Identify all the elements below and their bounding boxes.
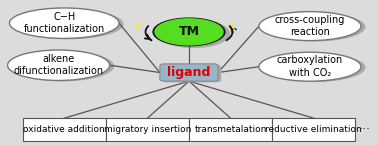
Text: carboxylation
with CO₂: carboxylation with CO₂ bbox=[277, 56, 343, 78]
Text: C−H
functionalization: C−H functionalization bbox=[24, 12, 105, 34]
FancyBboxPatch shape bbox=[189, 118, 272, 141]
Text: reductive elimination: reductive elimination bbox=[265, 125, 362, 134]
Ellipse shape bbox=[259, 12, 361, 41]
FancyBboxPatch shape bbox=[163, 65, 221, 82]
Ellipse shape bbox=[9, 8, 119, 38]
FancyBboxPatch shape bbox=[160, 64, 218, 81]
Ellipse shape bbox=[263, 12, 366, 41]
Polygon shape bbox=[135, 23, 141, 30]
FancyBboxPatch shape bbox=[23, 118, 106, 141]
FancyBboxPatch shape bbox=[106, 118, 189, 141]
Text: TM: TM bbox=[178, 25, 200, 38]
Text: oxidative addition: oxidative addition bbox=[23, 125, 105, 134]
Circle shape bbox=[158, 20, 229, 47]
Ellipse shape bbox=[14, 9, 124, 39]
Circle shape bbox=[155, 19, 223, 45]
Polygon shape bbox=[230, 23, 235, 30]
Text: ···: ··· bbox=[359, 123, 371, 136]
Ellipse shape bbox=[12, 51, 114, 81]
Text: migratory insertion: migratory insertion bbox=[104, 125, 191, 134]
Text: alkene
difunctionalization: alkene difunctionalization bbox=[14, 54, 104, 76]
Text: transmetalation: transmetalation bbox=[194, 125, 267, 134]
Circle shape bbox=[153, 18, 225, 46]
Text: cross-coupling
reaction: cross-coupling reaction bbox=[275, 15, 345, 37]
Ellipse shape bbox=[263, 53, 366, 82]
FancyBboxPatch shape bbox=[272, 118, 355, 141]
Text: ligand: ligand bbox=[167, 66, 211, 79]
Ellipse shape bbox=[8, 50, 110, 80]
Ellipse shape bbox=[259, 52, 361, 81]
